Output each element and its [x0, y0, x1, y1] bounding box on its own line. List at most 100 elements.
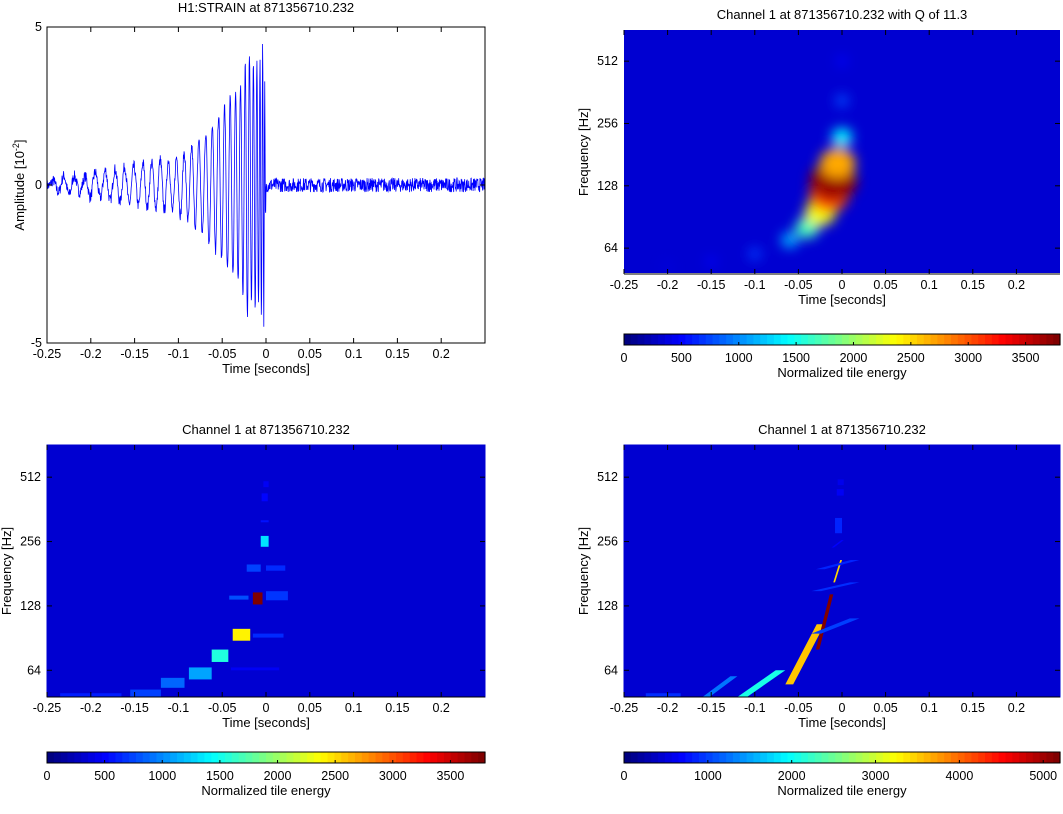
colorbar-swatch: [897, 334, 904, 345]
colorbar-swatch: [88, 752, 95, 763]
colorbar-swatch: [815, 334, 822, 345]
colorbar-swatch: [102, 752, 109, 763]
y-tick-label: 64: [604, 241, 618, 255]
colorbar-swatch: [143, 752, 150, 763]
y-tick-label: 128: [20, 599, 41, 613]
colorbar-swatch: [828, 334, 835, 345]
colorbar-swatch: [423, 752, 430, 763]
colorbar-tick-label: 1000: [694, 769, 722, 783]
colorbar-swatch: [54, 752, 61, 763]
chirp-energy-point: [781, 232, 798, 248]
x-tick-label: 0: [263, 347, 270, 361]
x-tick-label: -0.1: [744, 278, 766, 292]
colorbar-swatch: [638, 752, 645, 763]
colorbar-swatch: [842, 752, 849, 763]
colorbar-swatch: [876, 752, 883, 763]
colorbar-swatch: [862, 752, 869, 763]
colorbar-swatch: [458, 752, 465, 763]
colorbar-swatch: [985, 334, 992, 345]
x-tick-label: 0.2: [1008, 701, 1025, 715]
colorbar-swatch: [890, 752, 897, 763]
colorbar-swatch: [760, 334, 767, 345]
x-tick-label: -0.2: [80, 347, 102, 361]
colorbar-tick-label: 3000: [862, 769, 890, 783]
colorbar-swatch: [774, 334, 781, 345]
energy-tile: [266, 591, 288, 600]
colorbar-2: 0 500 1000 1500 2000 2500 3000 3500Normalized t…: [621, 334, 1061, 380]
colorbar-swatch: [971, 752, 978, 763]
y-tick-label: 0: [35, 178, 42, 192]
y-tick-label: 256: [597, 116, 618, 130]
colorbar-swatch: [965, 752, 972, 763]
colorbar-swatch: [170, 752, 177, 763]
colorbar-swatch: [801, 334, 808, 345]
colorbar-swatch: [232, 752, 239, 763]
colorbar-tick-label: 3000: [379, 769, 407, 783]
colorbar-swatch: [808, 334, 815, 345]
y-tick-label: -5: [31, 336, 42, 350]
colorbar-swatch: [706, 752, 713, 763]
colorbar-swatch: [287, 752, 294, 763]
colorbar-label: Normalized tile energy: [201, 783, 331, 798]
colorbar-swatch: [767, 334, 774, 345]
colorbar-swatch: [719, 334, 726, 345]
colorbar-swatch: [658, 752, 665, 763]
y-axis-label: Frequency [Hz]: [0, 527, 14, 615]
colorbar-swatch: [937, 334, 944, 345]
colorbar-swatch: [774, 752, 781, 763]
chirp-energy-point: [837, 56, 848, 66]
colorbar-swatch: [999, 334, 1006, 345]
heatmap-2: [624, 30, 1060, 276]
x-tick-label: 0.1: [345, 701, 362, 715]
colorbar-swatch: [1053, 334, 1060, 345]
y-tick-label: 512: [597, 54, 618, 68]
colorbar-swatch: [903, 334, 910, 345]
colorbar-swatch: [1026, 752, 1033, 763]
x-tick-label: -0.2: [80, 701, 102, 715]
colorbar-swatch: [672, 334, 679, 345]
colorbar-swatch: [733, 752, 740, 763]
colorbar-tick-label: 3500: [437, 769, 465, 783]
colorbar-swatch: [478, 752, 485, 763]
colorbar-swatch: [801, 752, 808, 763]
colorbar-tick-label: 1000: [725, 351, 753, 365]
x-tick-label: 0: [263, 701, 270, 715]
x-tick-label: 0: [839, 701, 846, 715]
colorbar-swatch: [917, 334, 924, 345]
colorbar-swatch: [883, 752, 890, 763]
colorbar-swatch: [273, 752, 280, 763]
chart-title: Channel 1 at 871356710.232: [758, 422, 926, 437]
x-tick-label: -0.25: [610, 701, 639, 715]
colorbar-swatch: [856, 752, 863, 763]
colorbar-swatch: [931, 334, 938, 345]
colorbar-swatch: [665, 752, 672, 763]
y-axis-label: Amplitude [10-2]: [11, 139, 27, 230]
energy-tile: [266, 565, 285, 570]
y-tick-label: 64: [604, 663, 618, 677]
x-tick-label: 0.1: [921, 701, 938, 715]
colorbar-tick-label: 2500: [897, 351, 925, 365]
colorbar-swatch: [740, 752, 747, 763]
colorbar-tick-label: 0: [621, 351, 628, 365]
colorbar-swatch: [81, 752, 88, 763]
colorbar-swatch: [978, 334, 985, 345]
colorbar-swatch: [150, 752, 157, 763]
heatmap-4: [624, 445, 1060, 697]
colorbar-swatch: [129, 752, 136, 763]
energy-tile: [253, 592, 263, 604]
colorbar-swatch: [726, 752, 733, 763]
colorbar-tick-label: 3000: [954, 351, 982, 365]
colorbar-swatch: [115, 752, 122, 763]
colorbar-swatch: [849, 334, 856, 345]
colorbar-swatch: [252, 752, 259, 763]
colorbar-swatch: [672, 752, 679, 763]
x-tick-label: 0.2: [433, 347, 450, 361]
colorbar-swatch: [747, 334, 754, 345]
colorbar-swatch: [1012, 334, 1019, 345]
colorbar-swatch: [781, 752, 788, 763]
colorbar-swatch: [849, 752, 856, 763]
colorbar-swatch: [417, 752, 424, 763]
colorbar-swatch: [321, 752, 328, 763]
colorbar-swatch: [753, 334, 760, 345]
x-tick-label: -0.1: [744, 701, 766, 715]
